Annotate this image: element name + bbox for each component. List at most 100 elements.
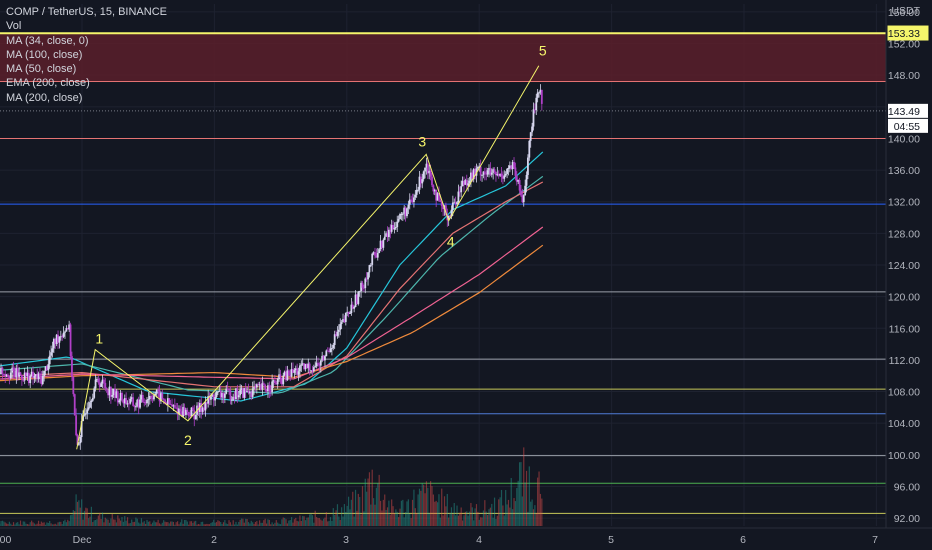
candle-body (386, 233, 389, 238)
volume-bar (385, 509, 387, 526)
candle-body (105, 388, 108, 390)
indicator-ma100[interactable]: MA (100, close) (6, 48, 83, 61)
candle-body (118, 400, 121, 403)
level-badge-bg (887, 25, 929, 41)
candle-body (456, 202, 458, 205)
volume-bar (313, 522, 315, 526)
candle-body (496, 174, 499, 176)
volume-bar (347, 496, 350, 526)
volume-bar (106, 518, 108, 526)
candle-body (421, 179, 424, 184)
volume-bar (31, 520, 33, 526)
volume-bar (430, 481, 432, 526)
candle-body (344, 312, 347, 322)
volume-bar (150, 524, 152, 526)
volume-bar (505, 490, 507, 526)
candle-body (357, 291, 360, 304)
volume-bar (163, 520, 165, 526)
candle-body (445, 205, 447, 216)
candle-body (2, 373, 5, 375)
volume-bar (245, 518, 247, 526)
volume-bar (138, 522, 140, 526)
indicator-ema200[interactable]: EMA (200, close) (6, 77, 90, 90)
volume-bar (171, 521, 173, 526)
volume-bar (384, 494, 386, 526)
wave-label-1: 1 (95, 331, 103, 347)
candle-body (258, 384, 261, 386)
volume-bar (90, 506, 93, 526)
candle-body (468, 180, 471, 184)
volume-bar (293, 519, 295, 526)
volume-bar (86, 508, 88, 526)
time-tick-label: 5 (608, 534, 614, 546)
candle-body (203, 407, 205, 411)
volume-bar (252, 522, 254, 526)
volume-bar (181, 519, 183, 526)
candle-body (66, 328, 69, 330)
candle-body (292, 369, 294, 373)
volume-bar (335, 510, 337, 526)
price-tick-label: 148.00 (888, 70, 920, 82)
volume-bar (156, 522, 158, 526)
volume-bar (277, 522, 279, 526)
candle-body (312, 367, 315, 371)
candle-body (43, 370, 46, 376)
candle-body (205, 402, 208, 404)
candle-body (107, 389, 109, 396)
candle-body (168, 398, 171, 405)
candle-body (495, 171, 497, 176)
volume-bar (75, 494, 77, 526)
candle-body (504, 173, 507, 176)
volume-bar (414, 508, 416, 526)
volume-bar (117, 515, 119, 526)
volume-bar (306, 517, 308, 526)
price-tick-label: 128.00 (888, 228, 920, 240)
volume-bar (467, 515, 469, 526)
volume-bar (498, 499, 500, 526)
volume-bar (65, 522, 67, 526)
volume-bar (339, 519, 341, 526)
last-price-badge-bg (888, 103, 928, 118)
candle-body (476, 167, 479, 169)
volume-bar (431, 486, 433, 526)
volume-bar (275, 520, 277, 526)
candle-body (12, 367, 15, 372)
candle-body (186, 409, 189, 412)
indicator-vol[interactable]: Vol (6, 20, 22, 33)
volume-bar (145, 523, 147, 526)
volume-bar (473, 520, 475, 526)
candle-body (471, 172, 474, 179)
candle-body (44, 366, 47, 371)
candle-body (116, 391, 119, 403)
volume-bar (24, 521, 26, 526)
candle-body (217, 391, 219, 393)
volume-bar (176, 521, 179, 526)
candle-body (450, 209, 453, 217)
candle-body (80, 421, 83, 438)
indicator-ma200[interactable]: MA (200, close) (6, 91, 83, 104)
volume-bar (506, 504, 508, 526)
candle-body (337, 329, 340, 332)
volume-bar (190, 521, 193, 526)
indicator-ma34[interactable]: MA (34, close, 0) (6, 34, 89, 47)
candle-body (286, 370, 289, 381)
volume-bar (470, 502, 472, 526)
volume-bar (521, 496, 523, 526)
candle-body (150, 395, 153, 398)
volume-bar (10, 523, 12, 526)
volume-bar (29, 522, 31, 526)
volume-bar (338, 516, 340, 526)
candle-body (143, 401, 146, 403)
volume-bar (264, 518, 266, 526)
indicator-ma50[interactable]: MA (50, close) (6, 63, 77, 76)
volume-bar (382, 499, 384, 526)
volume-bar (139, 523, 141, 526)
candle-body (458, 191, 461, 193)
volume-bar (54, 523, 56, 526)
volume-bar (0, 521, 2, 526)
price-tick-label: 140.00 (888, 133, 920, 145)
volume-bar (445, 506, 447, 526)
candle-body (57, 334, 59, 343)
volume-bar (514, 501, 517, 526)
